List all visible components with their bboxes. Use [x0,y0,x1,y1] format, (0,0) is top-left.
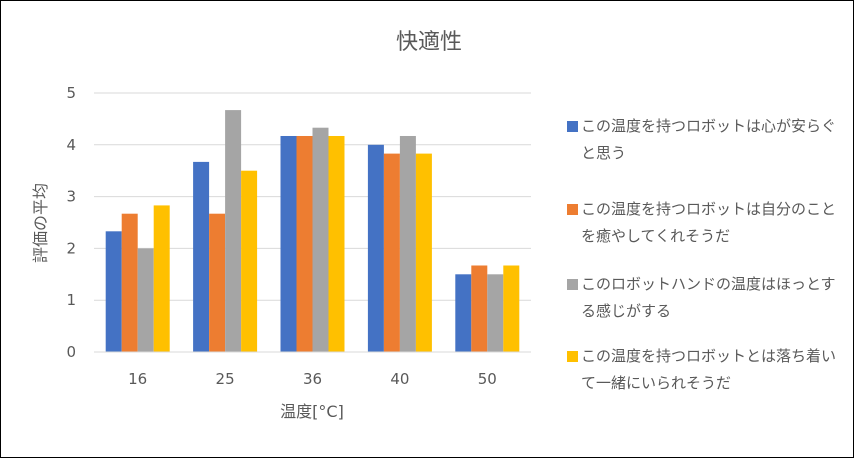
bar [487,274,504,352]
y-tick-label: 1 [66,291,76,309]
x-axis-title: 温度[°C] [280,402,344,421]
y-axis-title: 評価の平均 [31,183,50,263]
y-tick-label: 2 [66,239,76,257]
y-tick-label: 3 [66,188,76,206]
bar [241,170,258,352]
x-tick-label: 36 [303,370,322,388]
bar [121,213,138,352]
chart-title: 快適性 [396,30,462,55]
bar [193,161,210,352]
bar [296,135,313,352]
legend-swatch [567,279,578,290]
legend-swatch [567,351,578,362]
x-tick-label: 25 [216,370,235,388]
bar [328,135,345,352]
bar [225,110,242,353]
bar [455,274,472,352]
y-tick-label: 5 [66,84,76,102]
bar [312,127,329,353]
bar [415,153,432,352]
bar [105,231,122,352]
legend-swatch [567,204,578,215]
bar [399,135,416,352]
bar [367,144,384,352]
legend-label: この温度を持つロボットは心が安らぐと思う [581,117,837,162]
bar [471,265,488,352]
axes: 0 1 2 3 4 5 16 25 36 40 50 [66,84,531,388]
legend-swatch [567,121,578,132]
bar [153,205,170,352]
bar [503,265,520,352]
bar [383,153,400,352]
bars [105,110,520,353]
bar [209,213,226,352]
legend-label: この温度を持つロボットとは落ち着いて一緒にいられそうだ [581,347,837,392]
legend-label: この温度を持つロボットは自分のことを癒やしてくれそうだ [581,200,837,245]
bar [137,248,154,352]
legend-label: このロボットハンドの温度はほっとする感じがする [581,275,836,320]
x-tick-label: 50 [478,370,497,388]
y-tick-label: 0 [66,343,76,361]
y-tick-label: 4 [66,136,76,154]
bar [280,135,297,352]
x-tick-label: 40 [390,370,409,388]
x-tick-label: 16 [128,370,147,388]
